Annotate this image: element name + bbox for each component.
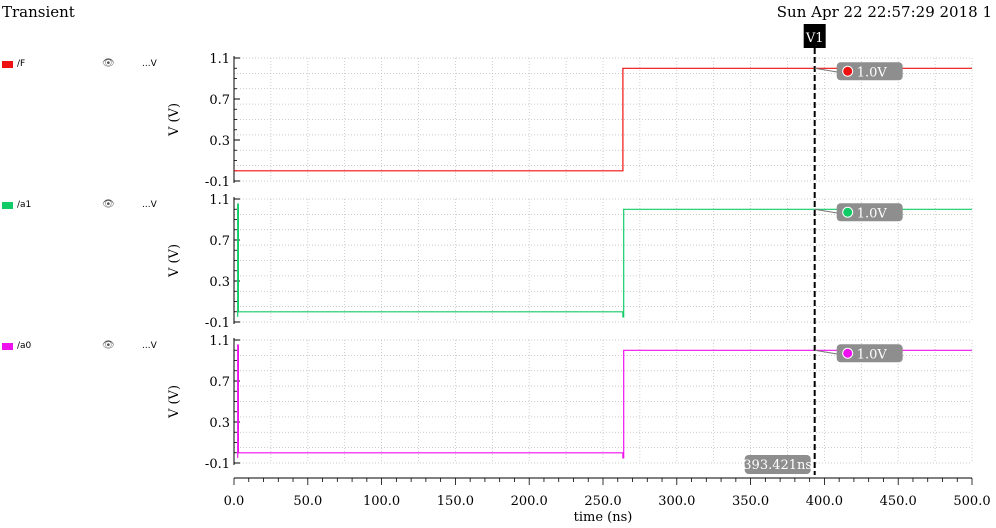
- marker-label-box: [836, 62, 903, 81]
- y-tick-label: -0.1: [205, 175, 230, 190]
- cursor-time-box: [744, 455, 811, 474]
- trace-a0: [237, 344, 972, 459]
- x-tick-label: 50.0: [293, 494, 322, 509]
- marker-label-box: [836, 344, 903, 363]
- x-axis-label: time (ns): [574, 510, 633, 525]
- x-tick-label: 150.0: [437, 494, 474, 509]
- window-title: Transient: [2, 3, 75, 21]
- y-tick-label: 0.3: [209, 416, 230, 431]
- x-tick-label: 100.0: [363, 494, 400, 509]
- marker-dot: [842, 206, 854, 218]
- x-tick-label: 500.0: [953, 494, 990, 509]
- x-tick-label: 350.0: [732, 494, 769, 509]
- eye-icon[interactable]: 👁: [102, 340, 115, 351]
- y-tick-label: 0.7: [209, 375, 230, 390]
- y-tick-label: 0.3: [209, 134, 230, 149]
- legend-item-a0[interactable]: /a0 👁 ...V: [2, 340, 162, 354]
- marker-value: 1.0V: [857, 65, 888, 80]
- legend-swatch: [2, 61, 13, 68]
- cursor-flag: [803, 24, 826, 48]
- y-axis-label: V (V): [167, 244, 182, 278]
- legend-unit: ...V: [142, 59, 157, 69]
- y-tick-label: 1.1: [209, 193, 230, 208]
- legend-item-F[interactable]: /F 👁 ...V: [2, 58, 162, 72]
- x-tick-label: 250.0: [584, 494, 621, 509]
- trace-F: [234, 67, 972, 172]
- legend-label: /a0: [17, 341, 32, 351]
- marker-dot: [842, 347, 854, 359]
- legend-swatch: [2, 202, 13, 209]
- y-tick-label: 1.1: [209, 52, 230, 67]
- marker-label-box: [836, 203, 903, 222]
- legend-item-a1[interactable]: /a1 👁 ...V: [2, 199, 162, 213]
- cursor-time-label: 393.421ns: [743, 458, 812, 473]
- marker-leader: [814, 349, 839, 355]
- y-tick-label: 0.7: [209, 93, 230, 108]
- legend-unit: ...V: [142, 341, 157, 351]
- x-tick-label: 0.0: [224, 494, 245, 509]
- x-tick-label: 400.0: [806, 494, 843, 509]
- y-tick-label: 0.3: [209, 275, 230, 290]
- legend-unit: ...V: [142, 200, 157, 210]
- timestamp: Sun Apr 22 22:57:29 2018 1: [776, 3, 992, 21]
- marker-value: 1.0V: [857, 206, 888, 221]
- panel-a1: 1.1 0.7 0.3 -0.1 V (V): [167, 193, 973, 331]
- y-tick-label: 0.7: [209, 234, 230, 249]
- marker-dot: [842, 65, 854, 77]
- legend-label: /F: [17, 59, 26, 69]
- y-tick-label: -0.1: [205, 316, 230, 331]
- x-tick-label: 300.0: [658, 494, 695, 509]
- y-tick-label: -0.1: [205, 457, 230, 472]
- marker-leader: [814, 208, 839, 214]
- legend-swatch: [2, 343, 13, 350]
- panel-F: 1.1 0.7 0.3 -0.1 V (V): [167, 52, 973, 190]
- x-tick-label: 200.0: [511, 494, 548, 509]
- eye-icon[interactable]: 👁: [102, 199, 115, 210]
- y-axis-label: V (V): [167, 385, 182, 419]
- marker-leader: [814, 67, 839, 73]
- cursor-name: V1: [805, 31, 824, 46]
- y-tick-label: 1.1: [209, 334, 230, 349]
- y-axis-label: V (V): [167, 103, 182, 137]
- x-tick-label: 450.0: [880, 494, 917, 509]
- trace-a1: [237, 203, 972, 318]
- legend-label: /a1: [17, 200, 32, 210]
- eye-icon[interactable]: 👁: [102, 58, 115, 69]
- marker-value: 1.0V: [857, 347, 888, 362]
